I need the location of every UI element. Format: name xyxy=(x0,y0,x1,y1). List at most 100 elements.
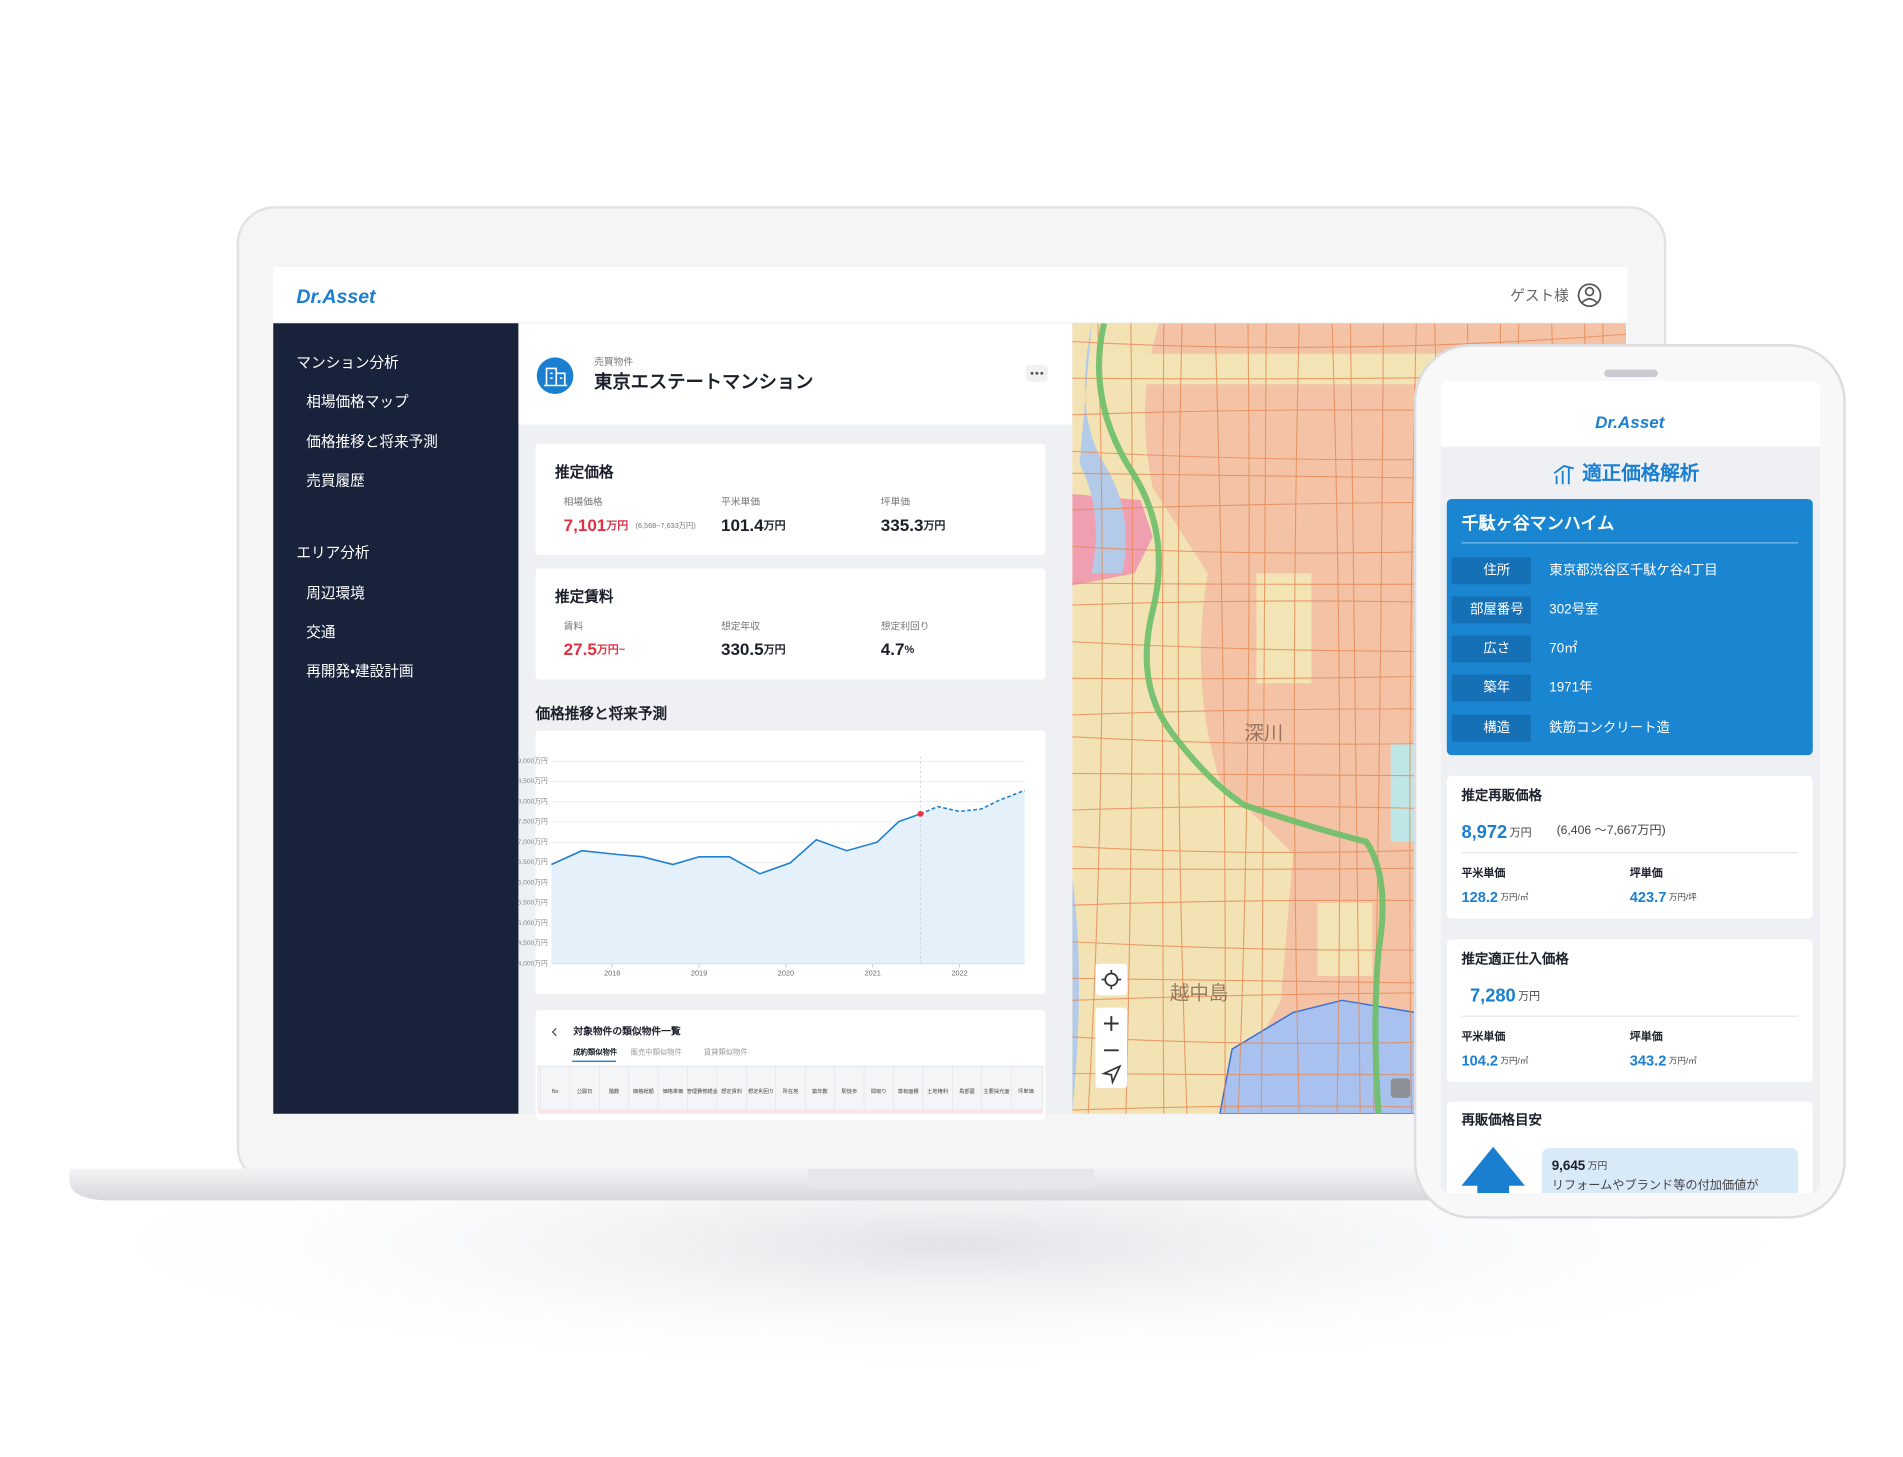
phone-content: Dr.Asset 適正価格解析 千駄ヶ谷マンハイム 住所 東京都渋谷区千駄ケ谷4丁… xyxy=(1440,380,1821,1194)
menu-item[interactable]: 売買履歴 xyxy=(306,473,365,490)
price-range: (6,406 ～7,667万円) xyxy=(1557,823,1666,837)
detail-label-box xyxy=(1451,557,1531,585)
sub-value-part: 423.7 xyxy=(1630,890,1667,906)
line xyxy=(920,789,1026,815)
phone-speaker xyxy=(1604,369,1658,377)
sub-label: 坪単価 xyxy=(1630,1029,1663,1043)
field-value-part: 4.7 xyxy=(881,640,905,659)
sub-label: 坪単価 xyxy=(1630,865,1663,879)
rent-card xyxy=(535,568,1046,680)
column-header: 間取り xyxy=(871,1088,887,1095)
menu-item[interactable]: 周辺環境 xyxy=(306,585,365,602)
field-value: 101.4万円 xyxy=(721,515,786,534)
map-zone-blue xyxy=(1219,999,1416,1114)
menu-heading[interactable]: エリア分析 xyxy=(296,545,370,562)
up-arrow xyxy=(1461,1146,1525,1194)
field-label: 賃料 xyxy=(564,620,584,633)
field-value-part: 万円~ xyxy=(596,643,625,656)
user-icon[interactable] xyxy=(1577,283,1602,308)
price-title: 推定適正仕入価格 xyxy=(1461,951,1569,967)
price-title: 推定再販価格 xyxy=(1461,787,1542,803)
menu-item[interactable]: 再開発・建設計画 xyxy=(306,663,413,680)
menu-item[interactable]: 交通 xyxy=(306,624,336,641)
locate-icon[interactable] xyxy=(1101,969,1122,990)
street xyxy=(1349,323,1361,1114)
detail-label: 住所 xyxy=(1483,562,1510,577)
y-tick-label: 6,000万円 xyxy=(518,878,548,886)
phone-header xyxy=(1440,380,1821,447)
line xyxy=(551,813,921,875)
phone-title: 適正価格解析 xyxy=(1582,462,1700,485)
detail-label-box xyxy=(1451,596,1531,624)
detail-label: 部屋番号 xyxy=(1470,601,1524,616)
street xyxy=(1087,323,1103,1114)
building-glyph xyxy=(544,367,568,387)
detail-label: 築年 xyxy=(1483,680,1510,695)
locate-button[interactable] xyxy=(1095,963,1128,996)
field-value-part: 万円 xyxy=(605,519,628,532)
street xyxy=(1409,323,1417,1114)
field-value-part: 27.5 xyxy=(564,640,598,659)
tab[interactable]: 成約類似物件 xyxy=(573,1048,617,1057)
detail-value: 302号室 xyxy=(1549,601,1598,616)
y-tick-label: 7,500万円 xyxy=(518,818,548,826)
column-header: 価格単価 xyxy=(662,1087,683,1095)
column-header: 想定賃料 xyxy=(721,1087,743,1095)
card-title: 推定賃料 xyxy=(555,588,614,606)
field-value-part: 万円 xyxy=(763,519,786,532)
field-label: 想定利回り xyxy=(881,620,930,633)
field-value-part: 万円 xyxy=(763,643,786,656)
price-value-part: 万円 xyxy=(1510,827,1532,839)
price-value: 7,280 万円 xyxy=(1470,984,1540,1005)
sub-value-part: 万円/㎡ xyxy=(1500,1056,1528,1066)
detail-label-box xyxy=(1451,714,1531,742)
field-label: 坪単価 xyxy=(881,495,910,508)
sub-label: 平米単価 xyxy=(1461,1029,1505,1043)
compass-icon[interactable] xyxy=(1101,1064,1122,1085)
sub-value: 128.2 万円/㎡ xyxy=(1461,890,1528,906)
tab[interactable]: 販売中類似物件 xyxy=(631,1048,682,1057)
price-card xyxy=(535,444,1046,556)
y-tick-label: 4,500万円 xyxy=(518,939,548,947)
current-point xyxy=(917,810,924,817)
column-header: 駅徒歩 xyxy=(841,1087,857,1095)
x-tick-label: 2021 xyxy=(865,968,881,977)
map-label: 深川 xyxy=(1244,723,1283,745)
field-label: 相場価格 xyxy=(564,495,603,508)
x-tick-label: 2020 xyxy=(778,968,794,977)
column-header: 価格総額 xyxy=(633,1087,655,1095)
price-value: 8,972 万円 xyxy=(1461,821,1531,842)
menu-item[interactable]: 相場価格マップ xyxy=(306,393,409,410)
trend-title: 価格推移と将来予測 xyxy=(535,705,668,723)
field-label: 想定年収 xyxy=(721,620,760,633)
y-tick-label: 9,000万円 xyxy=(518,757,548,765)
column-header: No xyxy=(552,1089,559,1095)
more-dots[interactable] xyxy=(1030,371,1044,375)
app-header xyxy=(273,267,1628,324)
tab[interactable]: 賃貸類似物件 xyxy=(704,1048,748,1057)
menu-heading[interactable]: マンション分析 xyxy=(296,354,399,371)
street xyxy=(1072,333,1627,348)
sub-value: 423.7 万円/坪 xyxy=(1630,890,1697,906)
guide-text: リフォームやブランド等の付加価値が xyxy=(1552,1177,1759,1192)
sub-value-part: 万円/坪 xyxy=(1669,892,1697,902)
user-name[interactable]: ゲスト様 xyxy=(1510,287,1569,304)
column-header: 築年数 xyxy=(812,1087,828,1095)
menu-item[interactable]: 価格推移と将来予測 xyxy=(306,434,438,451)
map-label: 越中島 xyxy=(1170,982,1229,1004)
back-arrow[interactable] xyxy=(551,1027,557,1037)
analysis-icon xyxy=(1553,465,1574,485)
property-tag: 売買物件 xyxy=(594,355,633,368)
detail-value: 1971年 xyxy=(1549,680,1592,695)
price-value-part: 8,972 xyxy=(1461,821,1507,842)
zoom-icons[interactable] xyxy=(1104,1016,1119,1052)
field-value-part: 330.5 xyxy=(721,640,764,659)
column-header: 角部屋 xyxy=(959,1087,975,1095)
field-value: 335.3万円 xyxy=(881,515,946,534)
sub-value-part: 万円/㎡ xyxy=(1500,892,1528,902)
detail-label: 広さ xyxy=(1483,641,1510,656)
guide-value-part: 万円 xyxy=(1588,1161,1607,1172)
